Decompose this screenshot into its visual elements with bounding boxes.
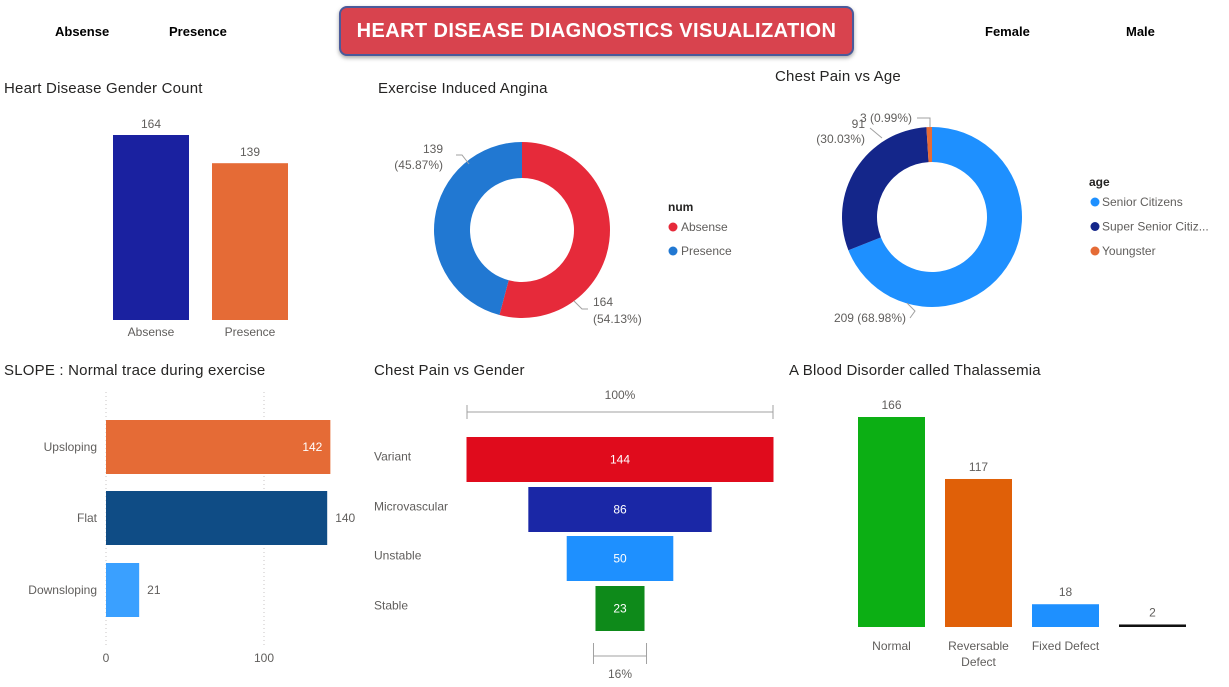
data-label: 2	[1149, 605, 1156, 619]
slicer-male[interactable]: Male	[1126, 24, 1155, 39]
data-label: 164	[141, 117, 161, 131]
slicer-presence[interactable]: Presence	[169, 24, 227, 39]
data-label: 117	[969, 460, 988, 474]
bar-normal	[858, 417, 925, 627]
bar-unnamed	[1119, 624, 1186, 627]
bar-absense	[113, 135, 189, 320]
percent-label: (30.03%)	[816, 132, 865, 146]
legend-title: age	[1089, 175, 1110, 189]
legend-item: Presence	[681, 244, 732, 258]
category-label: Variant	[374, 450, 412, 464]
category-label: Reversable	[948, 639, 1009, 653]
category-label: Upsloping	[44, 440, 97, 454]
chest-gender-title: Chest Pain vs Gender	[374, 362, 525, 379]
bar-flat	[106, 491, 328, 545]
leader-line	[573, 300, 588, 310]
category-label: Fixed Defect	[1032, 639, 1100, 653]
slicer-female[interactable]: Female	[985, 24, 1030, 39]
funnel-bar-microvascular	[528, 487, 712, 532]
leader-line	[917, 117, 931, 127]
leader-line	[869, 127, 883, 139]
data-label: 3 (0.99%)	[860, 111, 912, 125]
top-percent-label: 100%	[605, 388, 636, 402]
legend-marker	[1090, 246, 1100, 256]
legend-marker	[1090, 197, 1100, 207]
thalassemia-title: A Blood Disorder called Thalassemia	[789, 362, 1041, 379]
legend-marker	[668, 222, 678, 232]
category-label: Downsloping	[28, 583, 97, 597]
slicer-absense[interactable]: Absense	[55, 24, 110, 39]
category-label: Unstable	[374, 549, 422, 563]
category-label: Defect	[961, 655, 996, 669]
slice-youngster	[926, 127, 932, 163]
data-label: 144	[610, 453, 630, 467]
category-label: Microvascular	[374, 500, 448, 514]
funnel-bar-stable	[595, 586, 645, 631]
category-label: Flat	[77, 511, 98, 525]
slice-absense	[499, 142, 611, 318]
data-label: 91	[852, 117, 866, 131]
slice-presence	[434, 142, 522, 316]
data-label: 86	[613, 503, 627, 517]
category-label: Stable	[374, 599, 408, 613]
legend-marker	[1090, 222, 1100, 231]
data-label: 139	[423, 142, 443, 156]
data-label: 209 (68.98%)	[834, 311, 906, 325]
bar-upsloping	[106, 420, 331, 474]
bar-presence	[212, 163, 288, 320]
percent-label: (54.13%)	[593, 312, 642, 326]
data-label: 140	[335, 511, 355, 525]
bar-downsloping	[106, 563, 140, 617]
category-label: Normal	[872, 639, 911, 653]
data-label: 23	[613, 602, 627, 616]
funnel-bar-unstable	[566, 536, 674, 581]
chest-age-title: Chest Pain vs Age	[775, 68, 901, 85]
legend-item: Senior Citizens	[1102, 195, 1183, 209]
data-label: 142	[302, 440, 322, 454]
bottom-percent-label: 16%	[608, 667, 632, 681]
data-label: 18	[1059, 585, 1073, 599]
funnel-bar-variant	[466, 437, 774, 482]
legend-item: Super Senior Citiz...	[1102, 220, 1209, 234]
legend-marker	[668, 246, 678, 256]
data-label: 50	[613, 552, 627, 566]
slice-senior-citizens	[848, 127, 1022, 307]
slice-super-senior-citizens	[842, 127, 929, 251]
bar-fixed-defect	[1032, 604, 1099, 627]
data-label: 21	[147, 583, 161, 597]
x-tick-label: 100	[254, 651, 274, 665]
data-label: 139	[240, 145, 260, 159]
category-label: Absense	[128, 325, 175, 339]
data-label: 166	[881, 398, 901, 412]
bar-reversable-defect	[945, 478, 1012, 627]
x-tick-label: 0	[103, 651, 110, 665]
data-label: 164	[593, 295, 613, 309]
angina-title: Exercise Induced Angina	[378, 80, 548, 97]
slope-title: SLOPE : Normal trace during exercise	[4, 362, 266, 379]
legend-item: Youngster	[1102, 244, 1156, 258]
leader-line	[456, 154, 470, 165]
percent-label: (45.87%)	[394, 158, 443, 172]
category-label: Presence	[225, 325, 276, 339]
leader-line	[906, 302, 916, 319]
gender-count-title: Heart Disease Gender Count	[4, 80, 203, 97]
legend-item: Absense	[681, 220, 728, 234]
dashboard-title-banner: HEART DISEASE DIAGNOSTICS VISUALIZATION	[339, 6, 854, 56]
legend-title: num	[668, 200, 693, 214]
